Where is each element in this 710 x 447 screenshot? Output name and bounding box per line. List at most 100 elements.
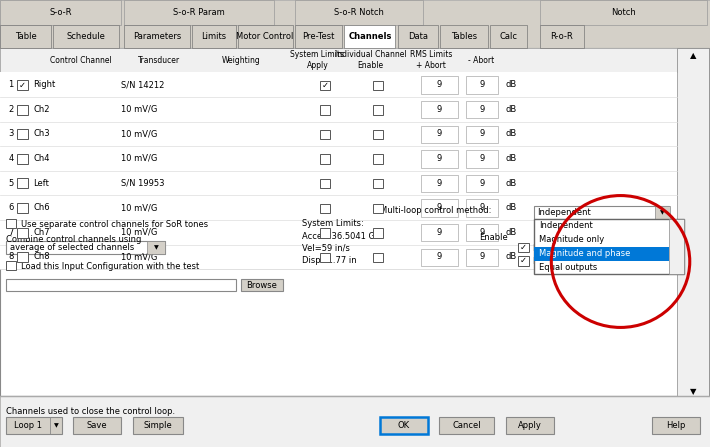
Text: 9: 9 (437, 228, 442, 237)
FancyBboxPatch shape (0, 0, 710, 48)
Text: 9: 9 (437, 178, 442, 188)
FancyBboxPatch shape (466, 76, 498, 94)
FancyBboxPatch shape (518, 256, 529, 266)
FancyBboxPatch shape (0, 220, 677, 245)
FancyBboxPatch shape (320, 81, 330, 90)
FancyBboxPatch shape (373, 81, 383, 90)
Text: Use separate control channels for SoR tones: Use separate control channels for SoR to… (21, 220, 209, 229)
Text: System Limits:: System Limits: (302, 219, 364, 228)
Text: 8: 8 (9, 252, 14, 261)
Text: System Limits
Apply: System Limits Apply (290, 50, 344, 70)
Text: ✓: ✓ (520, 256, 527, 266)
Text: 9: 9 (479, 252, 485, 261)
Text: 10 mV/G: 10 mV/G (121, 154, 157, 163)
Text: Data: Data (408, 32, 428, 41)
FancyBboxPatch shape (518, 243, 529, 252)
Text: dB: dB (506, 154, 517, 163)
Text: dB: dB (506, 178, 517, 188)
Text: 3: 3 (9, 129, 14, 139)
FancyBboxPatch shape (490, 25, 527, 48)
FancyBboxPatch shape (241, 279, 283, 291)
Text: S-o-R Param: S-o-R Param (173, 8, 225, 17)
Text: Table: Table (15, 32, 36, 41)
FancyBboxPatch shape (0, 396, 710, 447)
Text: Notch: Notch (611, 8, 635, 17)
Text: Calc: Calc (499, 32, 518, 41)
FancyBboxPatch shape (540, 25, 584, 48)
Text: 9: 9 (479, 178, 485, 188)
FancyBboxPatch shape (466, 224, 498, 241)
Text: Weighting: Weighting (222, 55, 261, 65)
Text: 10 mV/G: 10 mV/G (121, 105, 157, 114)
Text: Independent: Independent (537, 208, 591, 217)
Text: S/N 14212: S/N 14212 (121, 80, 164, 89)
FancyBboxPatch shape (17, 203, 28, 213)
Text: 6: 6 (9, 203, 14, 212)
Text: Ch8: Ch8 (33, 252, 50, 261)
Text: Combine control channels using: Combine control channels using (6, 235, 141, 244)
FancyBboxPatch shape (320, 228, 330, 238)
Text: Schedule: Schedule (67, 32, 105, 41)
FancyBboxPatch shape (6, 417, 62, 434)
Text: Motor Control: Motor Control (236, 32, 294, 41)
Text: Magnitude only: Magnitude only (539, 235, 604, 245)
Text: 1: 1 (9, 80, 13, 89)
Text: Transducer: Transducer (138, 55, 180, 65)
FancyBboxPatch shape (534, 247, 669, 261)
Text: ✓: ✓ (19, 80, 26, 89)
Text: Parameters: Parameters (133, 32, 181, 41)
Text: RMS Limits
+ Abort: RMS Limits + Abort (410, 50, 452, 70)
FancyBboxPatch shape (320, 204, 330, 213)
Text: Left: Left (33, 178, 49, 188)
Text: - Abort: - Abort (468, 55, 493, 65)
FancyBboxPatch shape (17, 154, 28, 164)
FancyBboxPatch shape (466, 175, 498, 192)
FancyBboxPatch shape (0, 25, 51, 48)
Text: Disp=1.77 in: Disp=1.77 in (302, 256, 356, 265)
FancyBboxPatch shape (466, 249, 498, 266)
FancyBboxPatch shape (421, 199, 458, 217)
Text: 2: 2 (9, 105, 13, 114)
Text: S/N 19953: S/N 19953 (121, 178, 164, 188)
FancyBboxPatch shape (0, 171, 677, 195)
Text: En: En (532, 244, 543, 253)
FancyBboxPatch shape (147, 241, 165, 254)
FancyBboxPatch shape (192, 25, 236, 48)
Text: ▼: ▼ (54, 423, 58, 428)
FancyBboxPatch shape (17, 80, 28, 90)
Text: 9: 9 (437, 252, 442, 261)
FancyBboxPatch shape (421, 249, 458, 266)
FancyBboxPatch shape (0, 122, 677, 146)
Text: 4: 4 (9, 154, 13, 163)
FancyBboxPatch shape (655, 206, 670, 219)
FancyBboxPatch shape (6, 261, 16, 270)
FancyBboxPatch shape (421, 126, 458, 143)
Text: 9: 9 (479, 129, 485, 139)
FancyBboxPatch shape (373, 130, 383, 139)
FancyBboxPatch shape (466, 150, 498, 168)
Text: dB: dB (506, 252, 517, 261)
FancyBboxPatch shape (440, 25, 488, 48)
FancyBboxPatch shape (466, 126, 498, 143)
FancyBboxPatch shape (17, 252, 28, 262)
FancyBboxPatch shape (238, 25, 293, 48)
Text: Ch3: Ch3 (33, 129, 50, 139)
Text: R-o-R: R-o-R (550, 32, 573, 41)
FancyBboxPatch shape (466, 199, 498, 217)
FancyBboxPatch shape (380, 417, 428, 434)
Text: 9: 9 (479, 105, 485, 114)
Text: ▼: ▼ (154, 245, 158, 250)
Text: Loop 1: Loop 1 (14, 421, 43, 430)
Text: Save: Save (87, 421, 108, 430)
FancyBboxPatch shape (17, 178, 28, 189)
Text: 10 mV/G: 10 mV/G (121, 129, 157, 139)
FancyBboxPatch shape (506, 417, 554, 434)
Text: 9: 9 (437, 129, 442, 139)
FancyBboxPatch shape (421, 224, 458, 241)
Text: Channels used to close the control loop.: Channels used to close the control loop. (6, 407, 175, 416)
Text: dB: dB (506, 129, 517, 139)
FancyBboxPatch shape (320, 105, 330, 115)
FancyBboxPatch shape (6, 279, 236, 291)
FancyBboxPatch shape (133, 417, 183, 434)
Text: 9: 9 (479, 80, 485, 89)
